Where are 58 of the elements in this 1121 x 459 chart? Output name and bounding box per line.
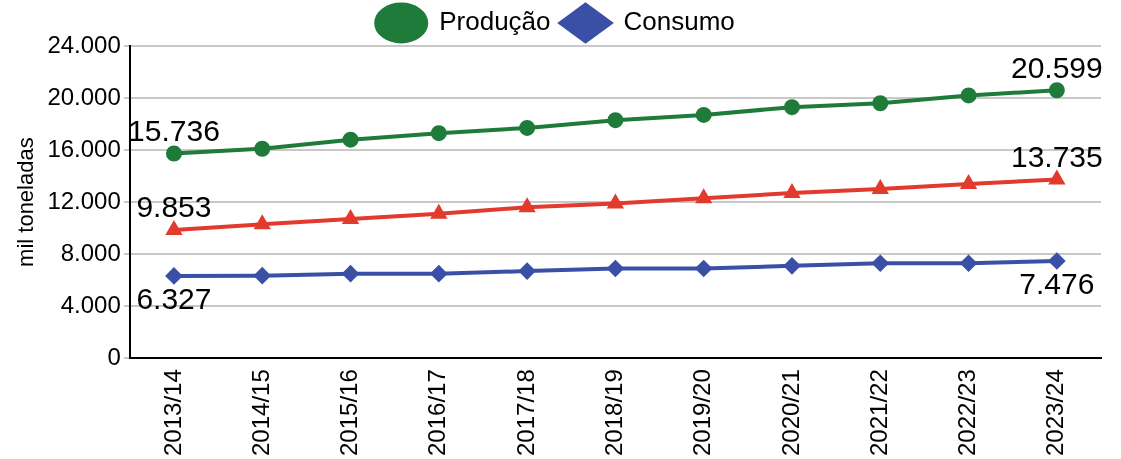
x-tick-label: 2015/16: [335, 369, 363, 457]
point: [430, 265, 447, 282]
point: [696, 190, 711, 204]
data-label: 6.327: [136, 282, 212, 316]
point: [165, 267, 182, 284]
x-tick-label: 2021/22: [864, 369, 892, 457]
x-tick-label: 2016/17: [423, 369, 451, 457]
point: [695, 260, 712, 277]
point: [607, 112, 624, 129]
x-tick-label: 2023/24: [1041, 369, 1069, 457]
x-tick-label: 2019/20: [688, 369, 716, 457]
point: [519, 199, 535, 213]
y-tick-label: 4.000: [60, 290, 121, 318]
point: [519, 263, 536, 280]
data-label: 7.476: [1019, 267, 1095, 301]
data-label: 20.599: [1010, 50, 1103, 84]
y-tick-label: 0: [107, 342, 121, 370]
point: [342, 131, 359, 148]
point: [608, 195, 623, 209]
point: [255, 216, 270, 230]
y-tick-label: 12.000: [47, 186, 121, 214]
x-tick-label: 2013/14: [158, 369, 186, 457]
point: [960, 255, 977, 272]
legend-label: Produção: [439, 6, 551, 37]
x-tick-label: 2017/18: [511, 369, 539, 457]
point: [254, 140, 271, 157]
point: [873, 181, 888, 195]
point: [783, 257, 800, 274]
point: [607, 260, 624, 277]
point: [1048, 252, 1065, 269]
data-label: 9.853: [136, 190, 212, 224]
point: [961, 175, 976, 189]
point: [430, 125, 447, 142]
point: [872, 255, 889, 272]
point: [342, 265, 359, 282]
point: [165, 145, 182, 162]
y-axis-title: mil toneladas: [13, 137, 39, 267]
x-tick-label: 2014/15: [246, 369, 274, 457]
point: [166, 222, 182, 236]
y-tick-label: 8.000: [60, 238, 121, 266]
y-tick-label: 24.000: [47, 30, 121, 58]
y-tick-label: 20.000: [47, 82, 121, 110]
y-tick-label: 16.000: [47, 134, 121, 162]
point: [784, 185, 800, 199]
data-label: 15.736: [128, 113, 220, 147]
x-tick-label: 2022/23: [953, 369, 981, 457]
point: [519, 119, 536, 136]
point: [872, 95, 889, 112]
x-tick-label: 2020/21: [776, 369, 804, 457]
data-label: 13.735: [1010, 139, 1103, 173]
legend-label: Consumo: [623, 6, 735, 37]
point: [254, 267, 271, 284]
point: [1048, 82, 1065, 99]
x-tick-label: 2018/19: [600, 369, 628, 457]
point: [960, 87, 977, 104]
point: [343, 211, 358, 225]
point: [695, 106, 712, 123]
point: [783, 99, 800, 116]
